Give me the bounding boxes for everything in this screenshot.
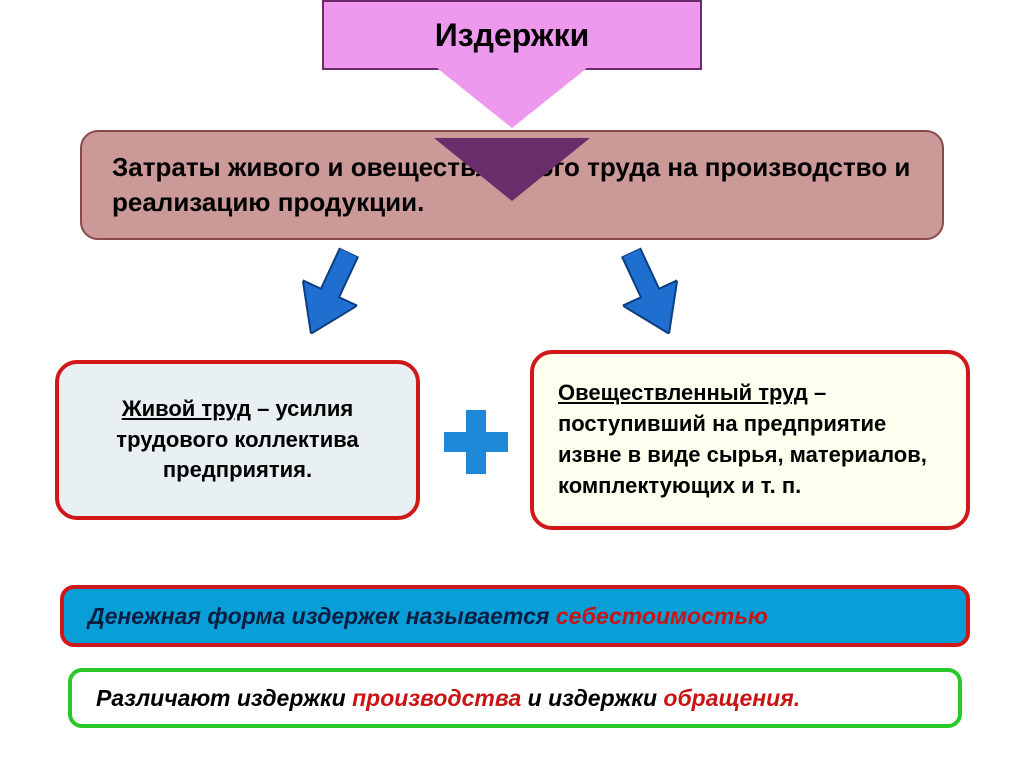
materialized-labor-term: Овеществленный труд	[558, 380, 808, 405]
materialized-labor-text: Овеществленный труд – поступивший на пре…	[558, 378, 942, 501]
bar2-t2: и издержки	[521, 685, 663, 711]
arrow-down-right-icon	[604, 240, 696, 347]
materialized-labor-box: Овеществленный труд – поступивший на пре…	[530, 350, 970, 530]
cost-types-text: Различают издержки производства и издерж…	[96, 685, 800, 712]
bar1-highlight: себестоимостью	[556, 603, 768, 629]
arrow-down-left-icon	[284, 240, 376, 347]
live-labor-text: Живой труд – усилия трудового коллектива…	[83, 394, 392, 486]
bar2-h2: обращения.	[663, 685, 800, 711]
plus-icon	[444, 410, 508, 474]
live-labor-box: Живой труд – усилия трудового коллектива…	[55, 360, 420, 520]
title-arrow-shape: Издержки	[322, 0, 702, 130]
bar2-t1: Различают издержки	[96, 685, 352, 711]
live-labor-term: Живой труд	[122, 396, 251, 421]
diagram-canvas: Издержки Затраты живого и овеществленног…	[0, 0, 1024, 767]
bar2-h1: производства	[352, 685, 521, 711]
title-arrowhead	[437, 68, 587, 128]
title-arrowhead-border	[434, 138, 590, 201]
bar1-prefix: Денежная форма издержек называется	[88, 603, 556, 629]
title-box: Издержки	[322, 0, 702, 70]
cost-definition-bar: Денежная форма издержек называется себес…	[60, 585, 970, 647]
cost-definition-text: Денежная форма издержек называется себес…	[88, 603, 768, 630]
cost-types-bar: Различают издержки производства и издерж…	[68, 668, 962, 728]
title-text: Издержки	[435, 17, 590, 54]
